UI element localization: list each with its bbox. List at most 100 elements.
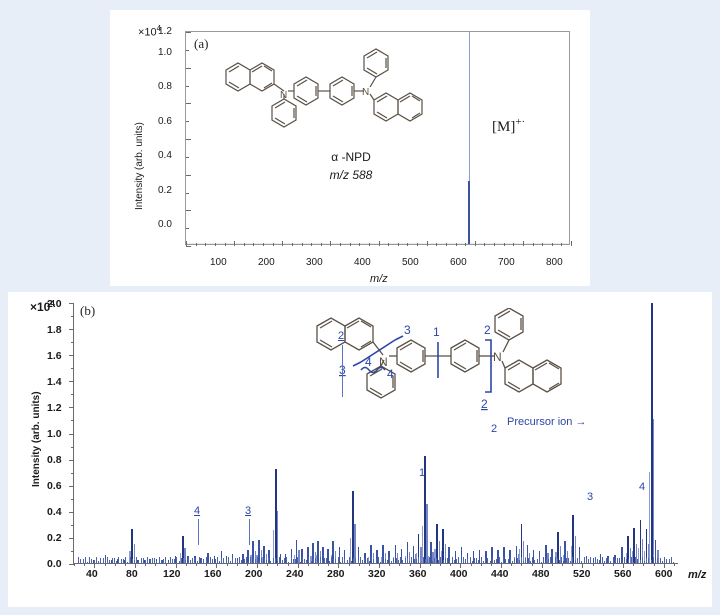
alpha-npd-structure: N N: [206, 42, 466, 167]
spectrum-peak-satellite: [625, 553, 627, 563]
spectrum-peak: [220, 551, 223, 563]
panel-a-x-tick: [494, 243, 495, 246]
panel-b-ytick-3: 0.6: [47, 480, 62, 492]
spectrum-noise: [82, 558, 84, 563]
panel-a-y-tick: [186, 32, 191, 33]
spectrum-noise: [532, 557, 534, 563]
spectrum-peak-satellite: [294, 554, 296, 563]
spectrum-noise: [243, 558, 245, 563]
spectrum-noise: [480, 557, 482, 563]
site-label-3-top: 3: [404, 323, 411, 337]
spectrum-noise: [145, 560, 147, 563]
panel-b-plot-area: (b) N: [69, 303, 678, 568]
spectrum-noise: [543, 557, 545, 563]
spectrum-peak-satellite: [350, 537, 352, 563]
spectrum-peak: [572, 514, 575, 563]
panel-a-x-tick: [263, 243, 264, 246]
spectrum-noise: [451, 557, 453, 563]
panel-b-ytick-6: 1.2: [47, 402, 62, 414]
spectrum-noise: [317, 560, 319, 563]
spectrum-peak-satellite: [432, 551, 434, 563]
spectrum-noise: [655, 560, 657, 563]
panel-b-x-tick: [541, 564, 543, 568]
spectrum-peak-satellite: [522, 541, 525, 563]
spectrum-peak-satellite: [426, 504, 428, 563]
spectrum-peak: [167, 560, 170, 563]
fragment-label-3-low: 3: [245, 505, 252, 517]
spectrum-peak-satellite: [180, 553, 182, 563]
spectrum-noise: [180, 557, 182, 563]
panel-b-exponent: ×104: [30, 299, 55, 314]
spectrum-noise: [221, 557, 223, 563]
spectrum-noise: [590, 557, 592, 563]
panel-b-y-tick: [69, 381, 74, 383]
spectrum-noise: [538, 557, 540, 563]
spectrum-noise: [312, 557, 314, 563]
spectrum-peak: [650, 303, 653, 563]
panel-b-x-tick: [460, 564, 462, 568]
spectrum-noise: [630, 557, 632, 563]
spectrum-noise: [149, 560, 151, 563]
spectrum-noise: [404, 558, 406, 563]
spectrum-peak: [370, 544, 372, 563]
spectrum-noise: [348, 557, 350, 563]
spectrum-noise: [505, 559, 507, 563]
spectrum-noise: [118, 557, 120, 563]
panel-b-x-tick: [612, 564, 614, 566]
panel-b-ytick-7: 1.4: [47, 376, 62, 388]
spectrum-noise: [527, 557, 529, 563]
panel-b-y-tick: [71, 498, 74, 500]
spectrum-noise: [239, 557, 241, 563]
spectrum-noise: [230, 560, 232, 563]
spectrum-noise: [339, 561, 341, 563]
spectrum-noise: [104, 560, 106, 563]
spectrum-peak: [213, 556, 216, 563]
panel-a-x-tick: [522, 241, 524, 246]
fragment-label-2: 2: [491, 423, 498, 435]
spectrum-peak-satellite: [276, 511, 279, 563]
panel-a-y-tick: [186, 192, 189, 194]
panel-b-x-tick: [185, 564, 187, 566]
spectrum-peak: [515, 546, 518, 563]
panel-b-x-tick: [196, 564, 198, 566]
panel-b-y-tick: [71, 420, 74, 422]
spectrum-noise: [78, 557, 80, 563]
panel-b-x-tick: [511, 564, 513, 566]
panel-a-x-tick: [234, 241, 236, 246]
spectrum-noise: [337, 557, 339, 563]
spectrum-noise: [427, 559, 429, 563]
spectrum-noise: [621, 561, 623, 563]
spectrum-noise: [140, 557, 142, 563]
spectrum-noise: [605, 557, 607, 563]
spectrum-noise: [375, 558, 377, 563]
spectrum-peak: [417, 534, 420, 563]
spectrum-noise: [350, 560, 352, 563]
spectrum-noise: [263, 558, 265, 563]
panel-a-ytick-2: 0.4: [158, 150, 172, 161]
spectrum-peak-satellite: [657, 550, 659, 563]
spectrum-noise: [310, 560, 312, 563]
spectrum-peak: [161, 560, 164, 563]
spectrum-peak-satellite: [372, 552, 374, 563]
spectrum-noise: [482, 560, 484, 563]
panel-a-y-tick: [186, 121, 189, 123]
panel-b-x-tick: [643, 564, 645, 566]
spectrum-noise: [561, 557, 563, 563]
panel-a-ytick-4: 0.8: [158, 81, 172, 92]
spectrum-noise: [652, 557, 654, 563]
spectrum-peak: [472, 551, 475, 563]
panel-b-y-tick: [71, 316, 74, 318]
panel-a-x-tick: [417, 243, 418, 246]
spectrum-peak: [478, 549, 481, 563]
spectrum-peak-satellite: [444, 544, 446, 563]
spectrum-noise: [476, 558, 478, 563]
spectrum-noise: [198, 557, 200, 563]
spectrum-peak: [181, 535, 184, 563]
spectrum-noise: [583, 557, 585, 563]
spectrum-peak-satellite: [648, 471, 651, 563]
spectrum-noise: [274, 557, 276, 563]
panel-b-xtick-0: 40: [86, 568, 98, 580]
spectrum-noise: [330, 557, 332, 563]
spectrum-peak: [564, 540, 566, 563]
panel-a-x-tick: [330, 241, 332, 246]
